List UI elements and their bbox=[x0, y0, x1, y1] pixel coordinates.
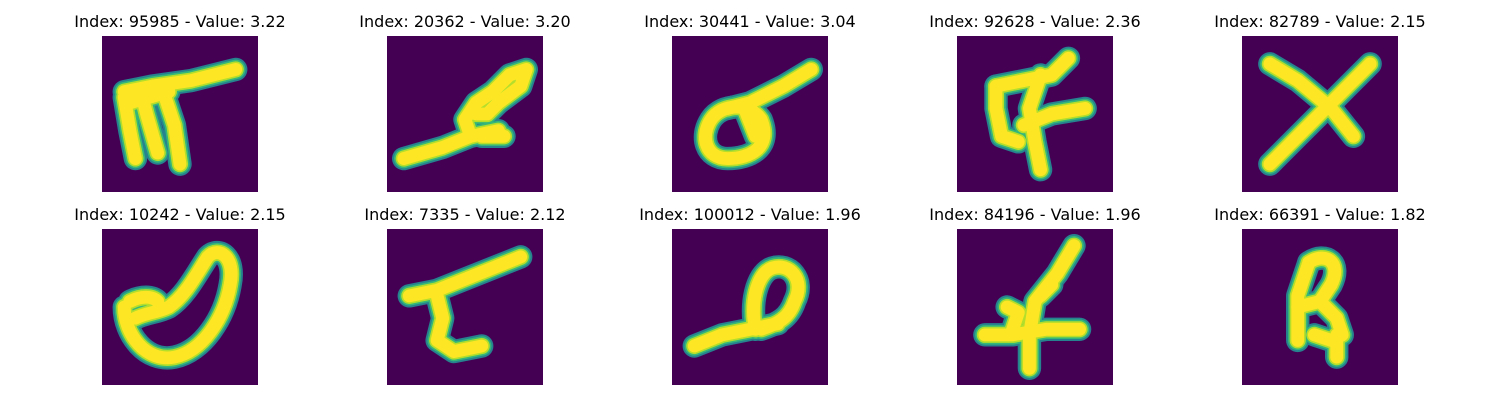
panel-92628: Index: 92628 - Value: 2.36 bbox=[915, 10, 1155, 195]
panel-title: Index: 66391 - Value: 1.82 bbox=[1214, 205, 1426, 224]
digit-image bbox=[102, 229, 258, 385]
panel-title: Index: 10242 - Value: 2.15 bbox=[74, 205, 286, 224]
panel-title: Index: 92628 - Value: 2.36 bbox=[929, 12, 1141, 31]
digit-image bbox=[672, 36, 828, 192]
panel-95985: Index: 95985 - Value: 3.22 bbox=[60, 10, 300, 195]
panel-title: Index: 82789 - Value: 2.15 bbox=[1214, 12, 1426, 31]
panel-title: Index: 95985 - Value: 3.22 bbox=[74, 12, 286, 31]
digit-image bbox=[957, 229, 1113, 385]
panel-10242: Index: 10242 - Value: 2.15 bbox=[60, 203, 300, 388]
digit-image bbox=[387, 229, 543, 385]
digit-image bbox=[1242, 36, 1398, 192]
panel-66391: Index: 66391 - Value: 1.82 bbox=[1200, 203, 1440, 388]
digit-image bbox=[957, 36, 1113, 192]
panel-20362: Index: 20362 - Value: 3.20 bbox=[345, 10, 585, 195]
digit-image bbox=[672, 229, 828, 385]
panel-title: Index: 20362 - Value: 3.20 bbox=[359, 12, 571, 31]
panel-title: Index: 7335 - Value: 2.12 bbox=[364, 205, 566, 224]
digit-image bbox=[102, 36, 258, 192]
panel-title: Index: 30441 - Value: 3.04 bbox=[644, 12, 856, 31]
panel-30441: Index: 30441 - Value: 3.04 bbox=[630, 10, 870, 195]
digit-image bbox=[1242, 229, 1398, 385]
panel-100012: Index: 100012 - Value: 1.96 bbox=[630, 203, 870, 388]
panel-title: Index: 100012 - Value: 1.96 bbox=[639, 205, 861, 224]
panel-title: Index: 84196 - Value: 1.96 bbox=[929, 205, 1141, 224]
panel-7335: Index: 7335 - Value: 2.12 bbox=[345, 203, 585, 388]
digit-image bbox=[387, 36, 543, 192]
panel-82789: Index: 82789 - Value: 2.15 bbox=[1200, 10, 1440, 195]
panel-84196: Index: 84196 - Value: 1.96 bbox=[915, 203, 1155, 388]
